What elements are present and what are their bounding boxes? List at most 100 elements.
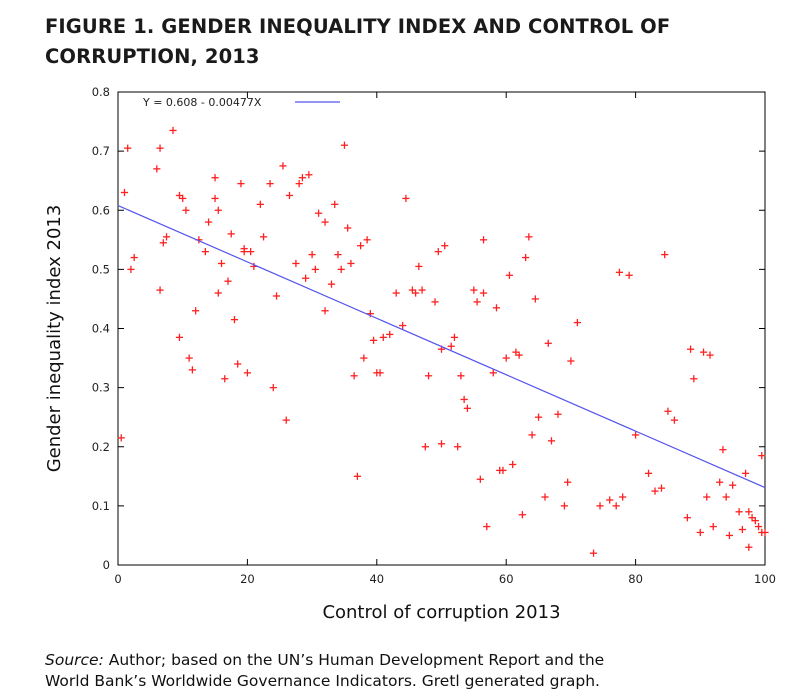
data-point (528, 431, 536, 439)
data-point (518, 511, 526, 519)
data-point (399, 321, 407, 330)
data-point (211, 174, 219, 182)
data-point (547, 437, 556, 445)
data-point (392, 289, 400, 297)
data-point (560, 502, 569, 510)
data-point (479, 289, 488, 297)
data-point (632, 431, 640, 439)
data-point (153, 165, 161, 173)
y-tick-label: 0 (103, 558, 110, 572)
data-point (457, 372, 465, 380)
data-point (305, 171, 313, 179)
data-point (188, 366, 197, 374)
data-point (227, 230, 235, 238)
data-point (434, 248, 442, 256)
data-point (340, 141, 349, 149)
data-point (463, 404, 471, 412)
data-point (573, 318, 581, 327)
data-point (376, 369, 384, 377)
data-point (716, 478, 724, 486)
data-point (619, 493, 627, 501)
data-point (741, 469, 750, 477)
data-point (386, 330, 394, 339)
y-tick-label: 0.4 (92, 322, 110, 336)
data-point (738, 525, 746, 534)
source-label: Source: (45, 651, 104, 669)
data-point (347, 259, 355, 268)
data-point (162, 233, 171, 241)
y-tick-label: 0.1 (92, 499, 110, 513)
data-point (331, 200, 339, 208)
data-point (221, 375, 229, 383)
data-point (292, 259, 300, 268)
data-point (505, 271, 514, 279)
data-point (272, 292, 281, 300)
data-point (706, 351, 714, 359)
data-point (758, 452, 766, 460)
data-point (159, 239, 167, 247)
data-point (240, 248, 248, 256)
data-point (295, 180, 303, 188)
x-tick-label: 80 (628, 572, 643, 586)
y-tick-label: 0.5 (92, 262, 110, 276)
data-point (237, 180, 245, 188)
data-point (709, 522, 717, 531)
data-point (447, 342, 455, 350)
data-point (363, 236, 371, 244)
y-axis-label: Gender inequality index 2013 (44, 205, 65, 473)
figure-title: FIGURE 1. GENDER INEQUALITY INDEX AND CO… (45, 12, 765, 72)
data-point (479, 236, 488, 244)
data-point (483, 522, 491, 531)
data-point (169, 126, 177, 135)
data-point (531, 295, 539, 303)
data-point (344, 224, 352, 232)
data-point (699, 348, 708, 356)
data-point (564, 478, 572, 486)
data-point (612, 502, 620, 510)
data-point (664, 407, 672, 415)
data-point (156, 286, 164, 294)
scatter-chart: 0 20 40 60 80 100 0 0.1 0.2 0.3 0.4 0.5 0.6 0.7 0.8 Co… (44, 85, 776, 623)
data-point (729, 481, 737, 489)
data-point (127, 265, 135, 273)
data-point (476, 475, 484, 483)
data-point (269, 384, 277, 392)
data-point (192, 307, 200, 315)
data-point (489, 369, 497, 377)
data-point (454, 443, 462, 451)
data-point (509, 460, 517, 469)
data-point (182, 206, 190, 214)
data-point (421, 443, 429, 451)
data-point (450, 333, 459, 341)
data-point (412, 289, 420, 297)
data-point (314, 209, 323, 217)
data-point (651, 487, 659, 495)
data-point (117, 434, 125, 442)
data-point (327, 280, 336, 288)
x-tick-label: 0 (114, 572, 121, 586)
data-point (369, 336, 378, 344)
figure-title-line-1: FIGURE 1. GENDER INEQUALITY INDEX AND CO… (45, 15, 671, 38)
legend-label: Y = 0.608 - 0.00477X (142, 96, 262, 109)
data-point (247, 248, 255, 256)
data-point (722, 493, 730, 501)
x-tick-label: 60 (499, 572, 514, 586)
figure-title-line-2: CORRUPTION, 2013 (45, 45, 260, 68)
data-point (473, 298, 481, 306)
data-point (321, 307, 329, 315)
data-point (544, 339, 552, 347)
source-line-2: World Bank’s Worldwide Governance Indica… (45, 672, 600, 690)
y-tick-label: 0.6 (92, 203, 110, 217)
data-point (492, 304, 501, 312)
data-point (441, 242, 449, 250)
data-point (415, 262, 423, 271)
data-point (625, 271, 633, 279)
y-tick-label: 0.8 (92, 85, 110, 99)
data-point (211, 194, 219, 203)
data-point (360, 354, 368, 362)
data-point (431, 298, 439, 306)
data-point (534, 413, 543, 421)
data-point (424, 372, 433, 380)
data-point (670, 416, 679, 424)
data-point (256, 200, 264, 208)
